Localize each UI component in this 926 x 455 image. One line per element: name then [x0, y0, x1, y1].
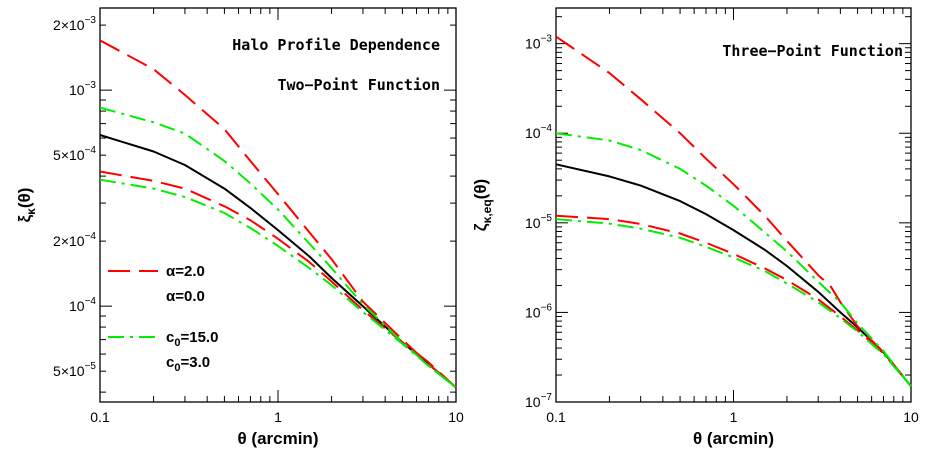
annotation-text: Halo Profile Dependence	[232, 36, 440, 54]
legend-label: c0=3.0	[166, 354, 210, 374]
series-line-2	[99, 39, 457, 389]
y-tick-label: 5×10−5	[53, 361, 96, 379]
series-line-1	[99, 134, 457, 389]
x-axis-label: θ (arcmin)	[238, 429, 319, 448]
series-line-3	[555, 214, 912, 387]
series-line-4	[555, 132, 912, 387]
y-tick-label: 10−3	[525, 34, 552, 52]
x-tick-label: 1	[274, 409, 282, 425]
legend-label: α=0.0	[166, 288, 205, 305]
series-line-2	[555, 35, 912, 387]
y-tick-label: 10−5	[525, 213, 552, 231]
y-tick-label: 10−3	[69, 80, 96, 98]
x-tick-label: 0.1	[546, 409, 566, 425]
legend-label: c0=15.0	[166, 329, 218, 349]
annotation-text: Two−Point Function	[277, 76, 440, 94]
legend-label: α=2.0	[166, 263, 205, 280]
y-tick-label: 2×10−4	[53, 231, 96, 249]
chart-panel-1: 0.1 1 10 5×10−5 10−4 2×10−4 5×10−4 10−3 2×10−3 θ …	[15, 7, 464, 448]
y-axis-label: ζκ,eq(θ)	[471, 179, 494, 231]
x-tick-label: 10	[448, 409, 464, 425]
y-tick-label: 10−6	[525, 302, 552, 320]
y-tick-label: 10−4	[525, 123, 552, 141]
series-line-3	[99, 170, 457, 389]
y-tick-label: 5×10−4	[53, 145, 96, 163]
annotation-text: Three−Point Function	[722, 42, 903, 60]
series-line-4	[99, 106, 457, 389]
y-tick-label: 2×10−3	[53, 15, 96, 33]
series-line-5	[99, 178, 457, 389]
y-tick-label: 10−4	[69, 296, 96, 314]
x-tick-label: 10	[903, 409, 919, 425]
x-tick-label: 0.1	[90, 409, 110, 425]
x-axis-label: θ (arcmin)	[693, 429, 774, 448]
series-line-5	[555, 218, 912, 387]
series-line-1	[555, 163, 912, 387]
y-tick-label: 10−7	[525, 392, 552, 410]
chart-panel-2: 0.1 1 10 10−7 10−6 10−5 10−4 10−3 θ (arcmin) ζκ,e…	[471, 7, 919, 448]
x-tick-label: 1	[730, 409, 738, 425]
y-axis-label: ξκ(θ)	[15, 188, 38, 223]
